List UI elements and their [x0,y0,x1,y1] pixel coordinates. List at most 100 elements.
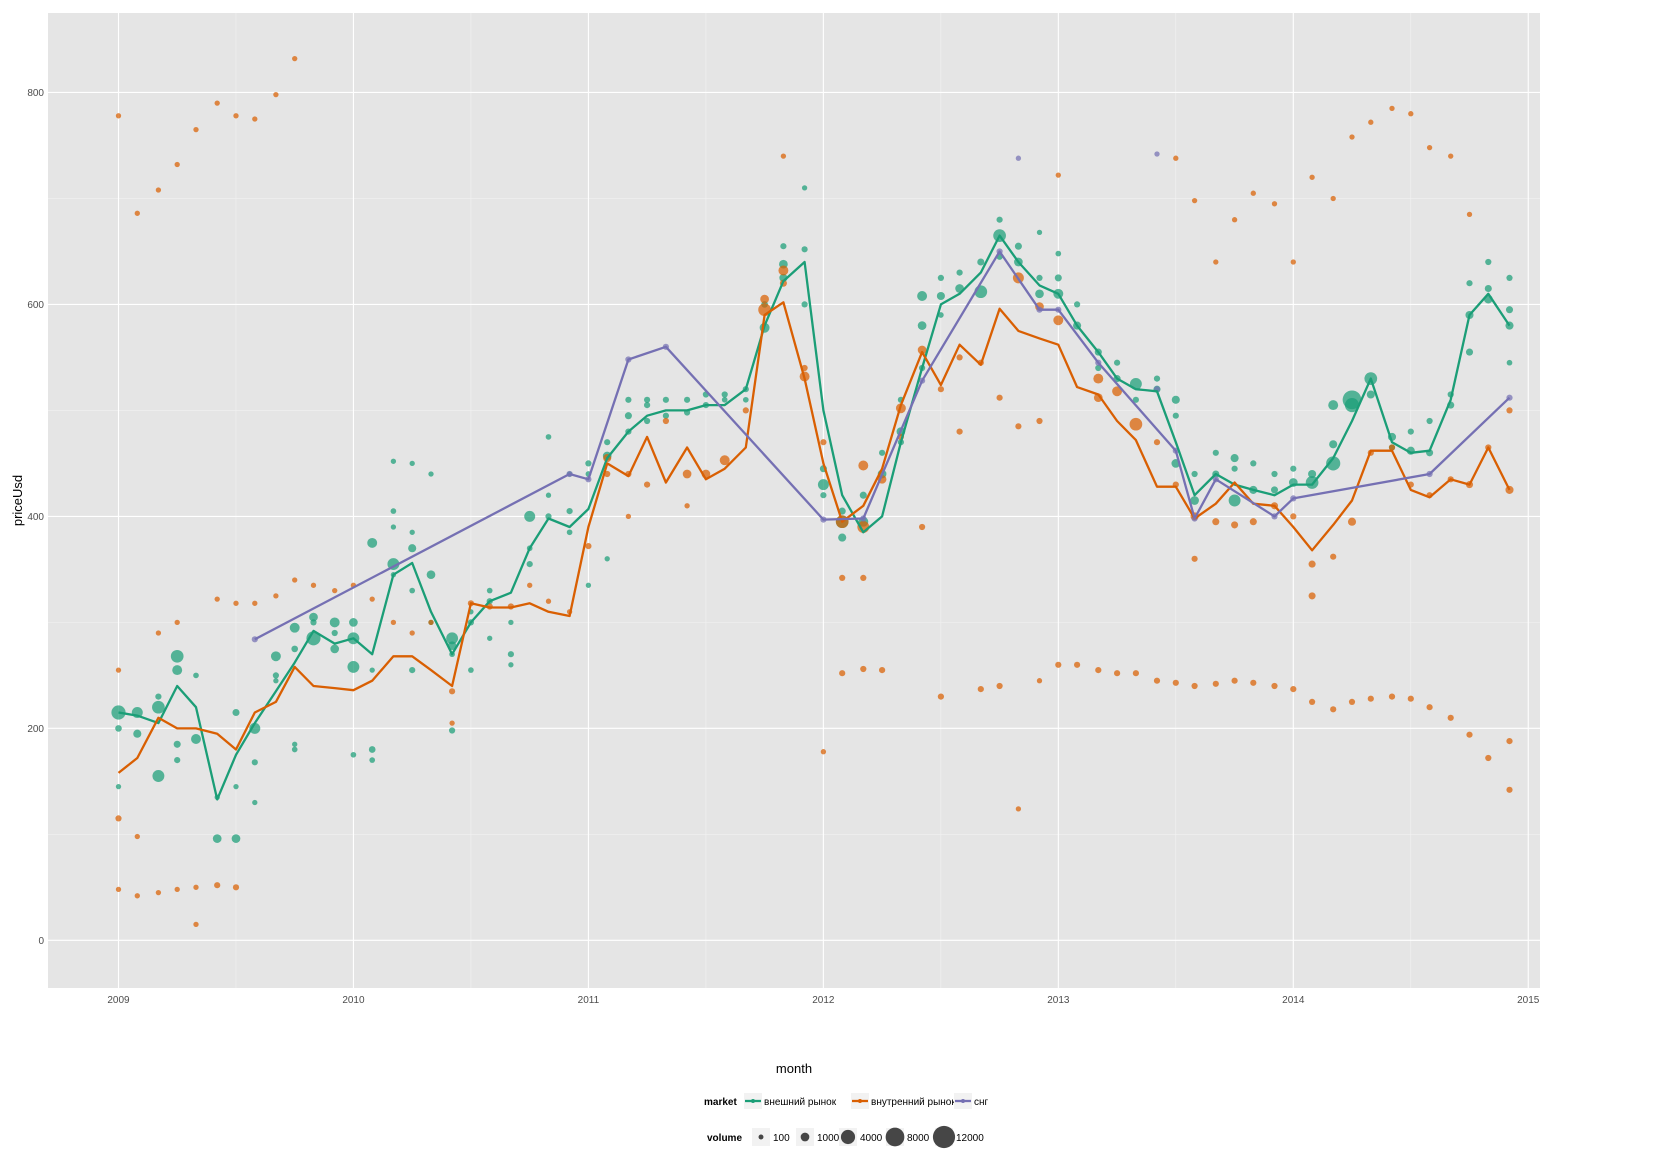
data-point-external [152,700,165,714]
data-point-external [662,396,670,403]
data-point-domestic [155,630,162,636]
data-point-external [917,321,927,330]
data-point-domestic [1231,521,1239,529]
data-point-external [310,619,317,626]
data-point-domestic [858,460,869,471]
data-point-domestic [996,682,1003,690]
data-point-external [193,672,199,679]
data-point-external [838,533,847,542]
legend-size-label: 100 [773,1133,790,1144]
data-point-domestic [1309,698,1316,706]
data-point-external [1329,440,1338,449]
data-point-domestic [193,884,199,890]
data-point-domestic [214,596,220,602]
data-point-external [155,693,162,700]
data-point-domestic [115,886,122,893]
data-point-external [408,544,417,553]
data-point-external [1228,494,1241,507]
data-point-external [1426,417,1433,425]
data-point-domestic [273,91,279,98]
data-point-domestic [1426,704,1433,711]
data-point-domestic [719,455,730,466]
data-point-domestic [273,593,279,599]
data-point-external [604,556,610,562]
data-point-domestic [390,619,397,626]
data-point-domestic [134,210,140,216]
data-point-external [1506,274,1513,281]
series-line-domestic [117,301,1511,774]
data-point-external [879,449,886,456]
data-point-domestic [917,345,927,355]
data-point-domestic [956,354,963,361]
data-point-external [252,799,258,806]
data-point-external [270,651,281,662]
data-point-external [1191,470,1198,478]
data-point-domestic [193,921,199,928]
data-point-domestic [1173,155,1179,161]
data-point-domestic [1036,417,1043,425]
data-point-external [625,396,632,403]
data-point-domestic [1153,439,1161,446]
data-point-domestic [1348,698,1356,706]
data-point-domestic [760,294,769,304]
data-point-external [347,660,360,673]
data-point-external [1212,449,1219,456]
data-point-external [291,645,299,653]
data-point-external [917,291,928,301]
data-point-domestic [1290,686,1297,693]
data-point-external [309,612,318,622]
data-point-domestic [820,749,827,755]
data-point-external [938,312,944,318]
data-point-domestic [1447,714,1454,721]
data-point-domestic [1271,201,1278,207]
data-point-domestic [1231,217,1238,223]
data-point-domestic [1212,518,1220,526]
y-tick-label: 800 [27,88,44,99]
data-point-domestic [1309,174,1315,180]
data-point-domestic [1129,417,1143,431]
data-point-domestic [1074,661,1081,668]
data-point-domestic [155,187,162,193]
data-point-external [1230,454,1239,463]
series-line-external [118,234,1511,801]
data-point-external [289,622,300,633]
data-point-domestic [1055,661,1062,668]
data-point-domestic [233,600,239,606]
data-point-external [390,524,397,530]
data-point-external [1172,412,1179,419]
data-point-cis [1154,151,1160,157]
data-point-external [367,537,378,548]
data-point-cis [1015,155,1022,161]
data-point-domestic [1213,259,1219,265]
data-point-external [1290,465,1297,472]
data-point-domestic [1055,172,1061,178]
data-point-external [1250,460,1257,467]
data-point-domestic [919,523,926,531]
legend-label-cis: снг [974,1097,989,1108]
data-point-external [801,246,808,253]
data-point-domestic [625,513,632,520]
data-point-external [170,649,184,663]
data-point-external [545,434,552,440]
data-point-domestic [1172,679,1179,686]
data-point-external [936,291,945,301]
data-point-external [545,492,552,498]
data-point-domestic [1466,731,1473,738]
data-point-external [426,570,436,580]
y-axis-ticks: 0 200 400 600 800 [27,88,44,947]
data-point-domestic [174,619,180,626]
data-point-domestic [155,889,162,896]
data-point-external [1271,470,1278,478]
data-point-external [1036,274,1043,281]
data-point-external [508,662,514,668]
data-point-domestic [174,886,180,893]
data-point-external [721,391,728,398]
data-point-external [350,751,357,758]
data-point-domestic [860,574,867,582]
data-point-external [115,725,122,732]
data-point-external [1055,250,1062,257]
legend-size-point [840,1129,856,1145]
data-point-external [115,783,122,790]
data-point-domestic [1114,670,1121,677]
